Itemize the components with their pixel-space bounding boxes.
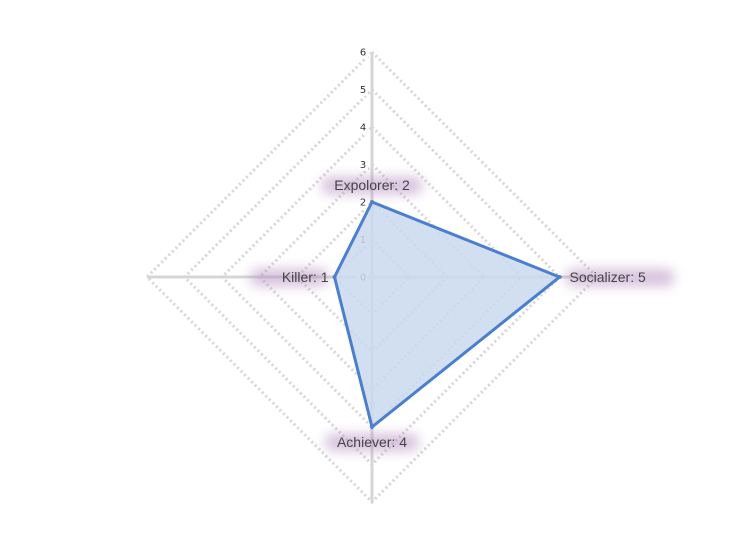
data-point-killer[interactable]	[332, 275, 337, 279]
series-area	[332, 200, 563, 430]
tick-label-bg	[356, 84, 368, 96]
tick-label: 2	[360, 198, 366, 209]
point-label-achiever: Achiever: 4	[337, 434, 407, 450]
label-glow	[321, 177, 423, 194]
point-label-socializer: Socializer: 5	[570, 269, 646, 285]
data-point-achiever[interactable]	[370, 425, 374, 429]
label-glow	[325, 434, 419, 451]
tick-label-bg	[356, 46, 368, 59]
label-glow	[565, 269, 675, 286]
tick-label: 3	[360, 160, 366, 171]
tick-label-bg	[356, 121, 368, 134]
grid-ring-4	[219, 124, 525, 430]
point-label-explorer: Expolorer: 2	[334, 177, 410, 193]
tick-label-bg	[356, 196, 368, 209]
tick-label: 6	[360, 48, 366, 59]
tick-label: 5	[360, 85, 366, 96]
data-point-explorer[interactable]	[370, 200, 374, 204]
point-label-killer: Killer: 1	[282, 269, 329, 285]
tick-label: 4	[360, 123, 366, 134]
tick-label-bg	[356, 159, 368, 171]
data-point-socializer[interactable]	[557, 275, 562, 279]
label-glow	[250, 269, 329, 286]
data-series	[332, 200, 563, 430]
point-labels: Expolorer: 2 Socializer: 5 Achiever: 4 Kill…	[250, 177, 675, 451]
